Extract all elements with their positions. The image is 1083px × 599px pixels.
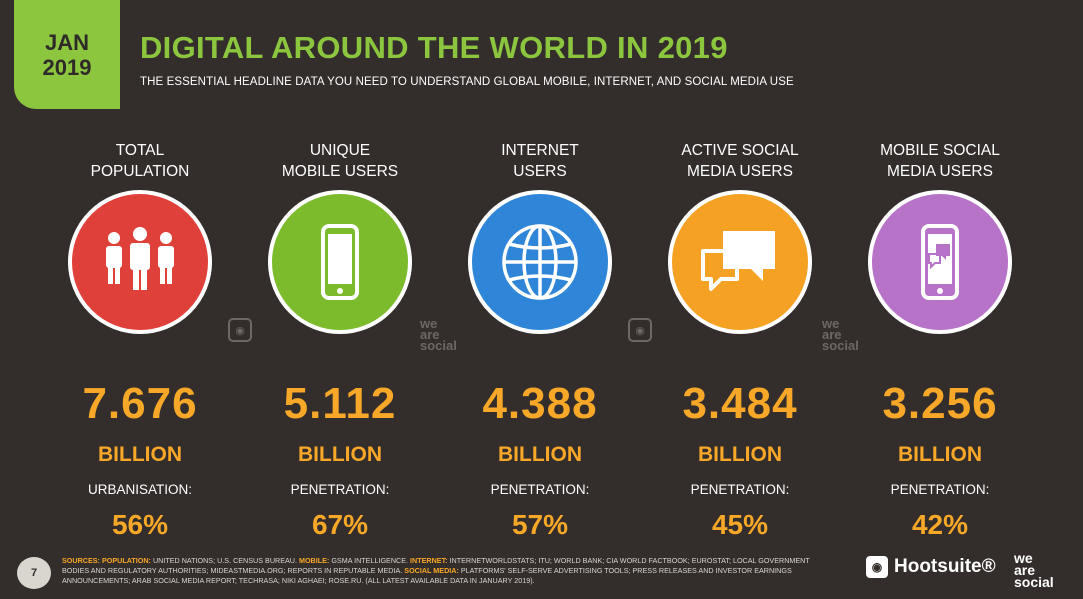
stat-label-line1: INTERNET <box>501 142 579 159</box>
population-source: UNITED NATIONS; U.S. CENSUS BUREAU. <box>152 556 297 565</box>
stat-label-line2: POPULATION <box>90 163 190 180</box>
sources-label: SOURCES: <box>62 556 100 565</box>
stat-value: 3.484 <box>682 379 798 428</box>
chat-bubbles-icon <box>701 231 775 291</box>
stat-label-line2: MOBILE USERS <box>281 163 399 180</box>
stat-active-social-media-users: ACTIVE SOCIAL MEDIA USERS 3.484 BILLION … <box>640 140 840 540</box>
social-circle <box>668 190 812 334</box>
stat-unit: BILLION <box>698 443 782 466</box>
stat-mobile-social-media-users: MOBILE SOCIAL MEDIA USERS 3.256 BILLION … <box>840 140 1040 540</box>
population-source-label: POPULATION: <box>101 556 151 565</box>
stat-label: MOBILE SOCIAL MEDIA USERS <box>840 140 1040 186</box>
badge-month: JAN <box>44 29 89 55</box>
stat-label-line1: MOBILE SOCIAL <box>880 142 1000 159</box>
stats-row: TOTAL POPULATION <box>40 140 1040 540</box>
stat-internet-users: INTERNET USERS 4.388 BILLION PENETRATION… <box>440 140 640 540</box>
stat-label: INTERNET USERS <box>440 140 640 186</box>
stat-label-line2: USERS <box>513 163 567 180</box>
hootsuite-logo: ◉ Hootsuite® <box>866 556 996 578</box>
page-title: DIGITAL AROUND THE WORLD IN 2019 <box>140 30 728 65</box>
hootsuite-wordmark: Hootsuite® <box>894 556 996 577</box>
mobile-social-circle <box>868 190 1012 334</box>
stat-value: 4.388 <box>482 379 598 428</box>
stat-unit: BILLION <box>498 443 582 466</box>
stat-percent: 67% <box>311 509 369 540</box>
we-are-social-logo: we are social <box>1014 550 1054 590</box>
stat-label: TOTAL POPULATION <box>40 140 240 186</box>
stat-label-line1: UNIQUE <box>309 142 371 159</box>
stat-label: UNIQUE MOBILE USERS <box>240 140 440 186</box>
stat-label-line2: MEDIA USERS <box>887 163 993 180</box>
stat-label: ACTIVE SOCIAL MEDIA USERS <box>640 140 840 186</box>
sources-text: SOURCES: POPULATION: UNITED NATIONS; U.S… <box>62 556 832 586</box>
social-source-label: SOCIAL MEDIA: <box>404 566 459 575</box>
internet-source-label: INTERNET: <box>410 556 448 565</box>
stat-percent: 57% <box>511 509 569 540</box>
page-subtitle: THE ESSENTIAL HEADLINE DATA YOU NEED TO … <box>140 76 794 88</box>
page-number: 7 <box>17 557 51 589</box>
stat-label-line1: ACTIVE SOCIAL <box>681 142 799 159</box>
stat-value: 5.112 <box>283 379 397 428</box>
globe-icon <box>502 224 578 300</box>
stat-unit: BILLION <box>298 443 382 466</box>
mobile-source: GSMA INTELLIGENCE. <box>331 556 409 565</box>
stat-percent: 56% <box>111 509 169 540</box>
stat-label-line1: TOTAL <box>115 142 165 159</box>
stat-sub-label: PENETRATION: <box>490 482 590 497</box>
stat-unit: BILLION <box>98 443 182 466</box>
hootsuite-owl-icon: ◉ <box>866 556 888 578</box>
badge-year: 2019 <box>42 54 92 80</box>
stat-sub-label: PENETRATION: <box>690 482 790 497</box>
internet-source: INTERNETWORLDSTATS; ITU; WORLD BANK; CIA… <box>62 556 810 575</box>
internet-circle <box>468 190 612 334</box>
people-icon <box>106 227 174 290</box>
stat-percent: 42% <box>911 509 969 540</box>
stat-value: 3.256 <box>882 379 998 428</box>
owl-watermark-icon: ◉ <box>228 318 252 342</box>
mobile-source-label: MOBILE: <box>298 556 330 565</box>
stat-sub-label: PENETRATION: <box>890 482 990 497</box>
stat-label-line2: MEDIA USERS <box>687 163 793 180</box>
stat-value: 7.676 <box>82 379 198 428</box>
stat-sub-label: URBANISATION: <box>87 482 192 497</box>
stat-unique-mobile-users: UNIQUE MOBILE USERS 5.112 BILLION PENETR… <box>240 140 440 540</box>
we-are-social-watermark: we are social <box>420 316 457 353</box>
we-are-social-watermark: we are social <box>822 316 859 353</box>
owl-watermark-icon: ◉ <box>628 318 652 342</box>
social-source: PLATFORMS' SELF-SERVE ADVERTISING TOOLS;… <box>62 566 792 585</box>
stat-sub-label: PENETRATION: <box>290 482 390 497</box>
stat-unit: BILLION <box>898 443 982 466</box>
date-badge: JAN 2019 <box>14 0 120 109</box>
mobile-chat-icon <box>921 224 959 300</box>
mobile-circle <box>268 190 412 334</box>
stat-total-population: TOTAL POPULATION <box>40 140 240 540</box>
population-circle <box>68 190 212 334</box>
stat-percent: 45% <box>711 509 769 540</box>
mobile-phone-icon <box>321 224 359 300</box>
